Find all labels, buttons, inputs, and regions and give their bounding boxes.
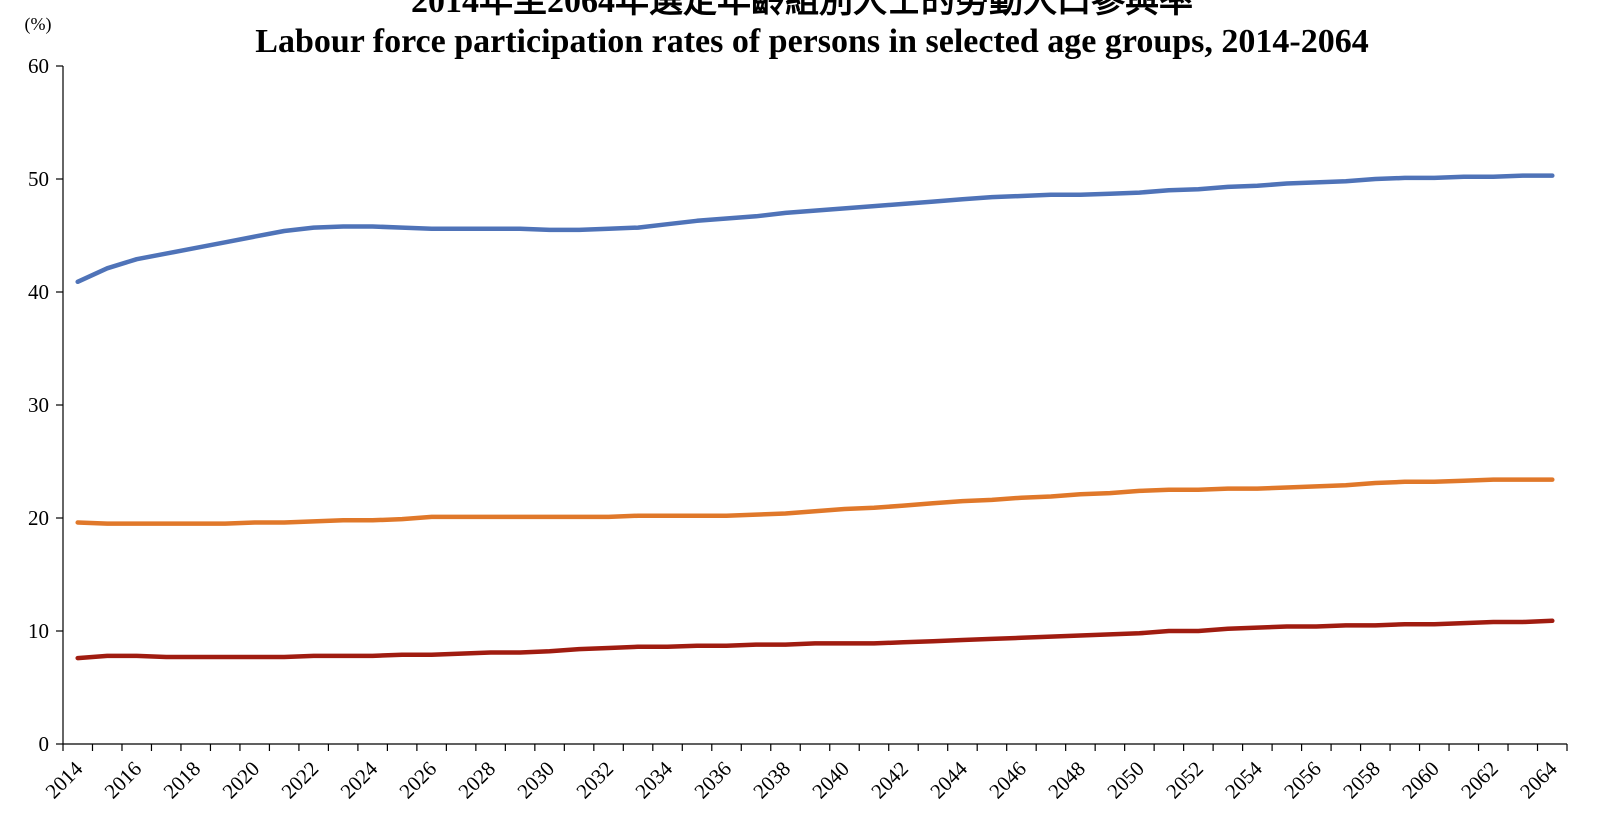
y-axis-unit: (%): [25, 14, 52, 35]
x-tick-label: 2020: [218, 757, 265, 804]
x-tick-label: 2056: [1279, 757, 1326, 804]
x-tick-label: 2014: [41, 756, 88, 803]
series-line-2: [75, 477, 1555, 526]
series-line-3: [75, 618, 1555, 661]
x-tick-label: 2058: [1338, 757, 1385, 804]
x-tick-label: 2048: [1043, 757, 1090, 804]
y-tick-label: 40: [28, 280, 49, 304]
x-tick-label: 2034: [630, 756, 677, 803]
x-tick-label: 2040: [807, 757, 854, 804]
series-line-1: [75, 173, 1555, 285]
x-tick-label: 2030: [512, 757, 559, 804]
x-tick-label: 2052: [1161, 757, 1208, 804]
chart-title-chinese: 2014年至2064年選定年齡組別人士的勞動人口參與率: [411, 0, 1193, 20]
x-tick-label: 2054: [1220, 756, 1267, 803]
y-tick-label: 20: [28, 506, 49, 530]
x-tick-label: 2050: [1102, 757, 1149, 804]
y-tick-label: 10: [28, 619, 49, 643]
y-tick-label: 50: [28, 167, 49, 191]
x-tick-label: 2032: [571, 757, 618, 804]
x-tick-label: 2042: [866, 757, 913, 804]
x-ticks: 2014 2016 2018 2020 2022 2024 2026 2028 2030 2032…: [41, 744, 1568, 804]
y-tick-label: 60: [28, 54, 49, 78]
y-ticks: 0 10 20 30 40 50 60: [28, 54, 63, 756]
x-tick-label: 2044: [925, 756, 972, 803]
x-tick-label: 2038: [748, 757, 795, 804]
x-tick-label: 2064: [1515, 756, 1562, 803]
x-tick-label: 2022: [277, 757, 324, 804]
x-tick-label: 2016: [100, 757, 147, 804]
x-tick-label: 2046: [984, 757, 1031, 804]
x-tick-label: 2026: [394, 757, 441, 804]
series-group: [75, 173, 1555, 661]
x-tick-label: 2036: [689, 757, 736, 804]
y-tick-label: 0: [39, 732, 50, 756]
x-tick-label: 2060: [1397, 757, 1444, 804]
x-tick-label: 2062: [1456, 757, 1503, 804]
x-tick-label: 2024: [336, 756, 383, 803]
y-tick-label: 30: [28, 393, 49, 417]
x-tick-label: 2028: [453, 757, 500, 804]
chart-title: Labour force participation rates of pers…: [255, 23, 1368, 60]
x-tick-label: 2018: [159, 757, 206, 804]
